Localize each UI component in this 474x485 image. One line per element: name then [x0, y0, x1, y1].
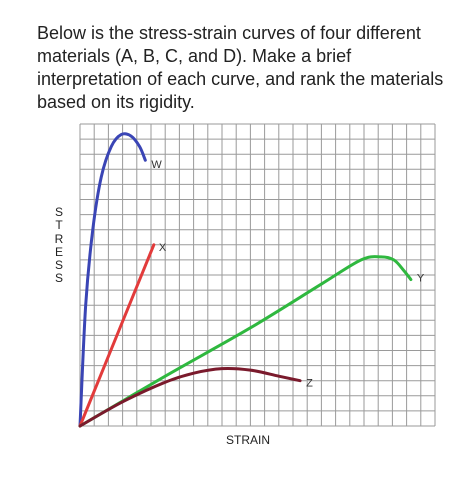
chart-curve-labels: W X Y Z: [151, 159, 425, 389]
chart-grid: [79, 123, 436, 427]
series-label-w: W: [151, 159, 162, 171]
series-line-z: [78, 366, 302, 428]
series-line-x: [78, 243, 156, 428]
x-axis-label: STRAIN: [226, 433, 271, 447]
question-text: Below is the stress-strain curves of fou…: [37, 23, 444, 112]
series-line-y: [78, 255, 413, 428]
series-label-y: Y: [417, 273, 425, 285]
series-label-z: Z: [306, 378, 313, 390]
series-line-w: [78, 132, 147, 428]
y-axis-label: S T R E S S: [54, 205, 64, 286]
series-label-x: X: [159, 242, 167, 254]
chart-curves: [78, 132, 413, 428]
